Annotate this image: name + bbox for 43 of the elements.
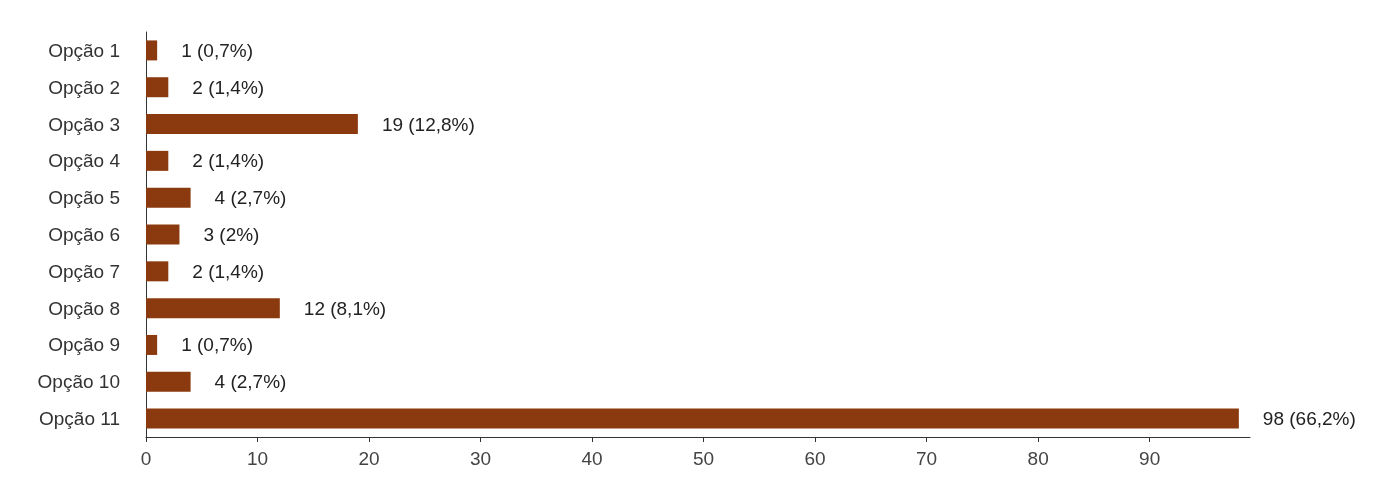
bar bbox=[146, 150, 169, 171]
x-tick-label: 50 bbox=[693, 448, 715, 469]
data-label: 4 (2,7%) bbox=[214, 371, 287, 393]
data-label: 3 (2%) bbox=[203, 224, 260, 245]
data-label: 2 (1,4%) bbox=[192, 76, 265, 98]
x-tick-label: 0 bbox=[140, 448, 152, 469]
x-tick-label: 60 bbox=[804, 448, 826, 469]
bar bbox=[146, 261, 169, 282]
y-tick-label: Opção 4 bbox=[48, 150, 121, 172]
bar bbox=[146, 40, 158, 61]
x-tick-label: 20 bbox=[358, 448, 380, 469]
y-tick-label: Opção 6 bbox=[48, 224, 120, 245]
bar bbox=[146, 408, 1239, 429]
bar bbox=[146, 114, 358, 135]
x-tick-label: 40 bbox=[581, 448, 603, 469]
x-tick-label: 70 bbox=[916, 448, 938, 469]
bar bbox=[146, 298, 280, 319]
data-label: 12 (8,1%) bbox=[303, 297, 387, 319]
data-label: 2 (1,4%) bbox=[192, 150, 265, 172]
y-tick-label: Opção 7 bbox=[48, 260, 120, 282]
y-tick-label: Opção 2 bbox=[48, 76, 120, 98]
y-tick-label: Opção 1 bbox=[48, 39, 120, 61]
data-label: 98 (66,2%) bbox=[1262, 408, 1356, 430]
data-label: 19 (12,8%) bbox=[381, 113, 475, 135]
bar bbox=[146, 77, 169, 98]
y-tick-label: Opção 11 bbox=[39, 408, 120, 430]
x-tick-label: 90 bbox=[1139, 448, 1161, 469]
bar bbox=[146, 187, 191, 208]
data-label: 1 (0,7%) bbox=[181, 39, 253, 61]
x-tick-label: 10 bbox=[246, 448, 269, 469]
y-tick-label: Opção 5 bbox=[48, 187, 120, 209]
data-label: 1 (0,7%) bbox=[181, 334, 253, 356]
y-tick-label: Opção 9 bbox=[48, 334, 120, 356]
x-tick-label: 30 bbox=[469, 448, 492, 469]
bar bbox=[146, 334, 158, 355]
y-tick-label: Opção 3 bbox=[48, 113, 120, 135]
y-tick-label: Opção 10 bbox=[37, 371, 120, 393]
bar bbox=[146, 224, 180, 245]
x-tick-label: 80 bbox=[1027, 448, 1049, 469]
data-label: 2 (1,4%) bbox=[192, 260, 265, 282]
bar bbox=[146, 371, 191, 392]
data-label: 4 (2,7%) bbox=[214, 187, 287, 209]
y-tick-label: Opção 8 bbox=[48, 297, 120, 319]
